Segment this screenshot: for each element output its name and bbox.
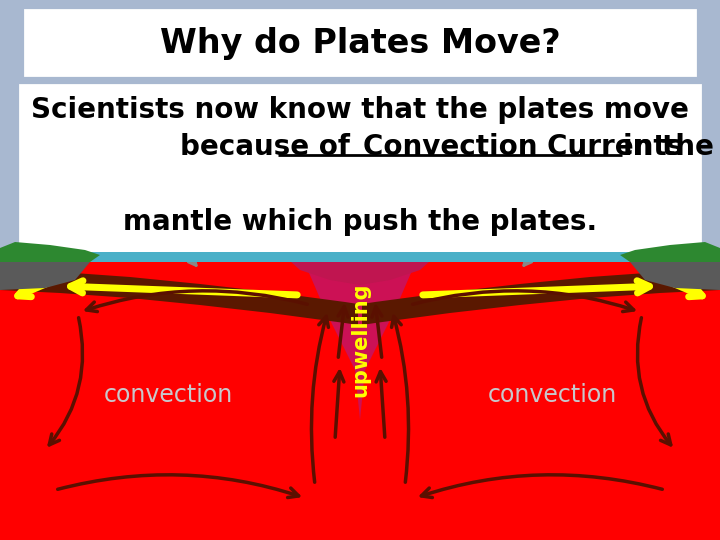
Text: Scientists now know that the plates move: Scientists now know that the plates move — [31, 96, 689, 124]
Text: convection: convection — [104, 383, 233, 407]
Bar — [20, 85, 700, 252]
Bar — [25, 10, 695, 75]
Text: convection: convection — [487, 383, 616, 407]
Polygon shape — [0, 270, 358, 325]
Polygon shape — [362, 270, 720, 325]
Text: Convection Currents: Convection Currents — [363, 133, 693, 161]
Text: because of: because of — [181, 133, 360, 161]
Bar — [0, 252, 720, 540]
Polygon shape — [630, 262, 720, 290]
Bar — [0, 252, 720, 262]
Polygon shape — [620, 242, 720, 262]
Text: mantle which push the plates.: mantle which push the plates. — [123, 208, 597, 236]
Text: upwelling: upwelling — [350, 283, 370, 397]
Polygon shape — [280, 252, 440, 285]
Polygon shape — [0, 242, 100, 262]
Polygon shape — [300, 252, 420, 420]
Polygon shape — [0, 262, 90, 290]
Text: in the: in the — [623, 133, 714, 161]
Text: Why do Plates Move?: Why do Plates Move? — [160, 26, 560, 59]
